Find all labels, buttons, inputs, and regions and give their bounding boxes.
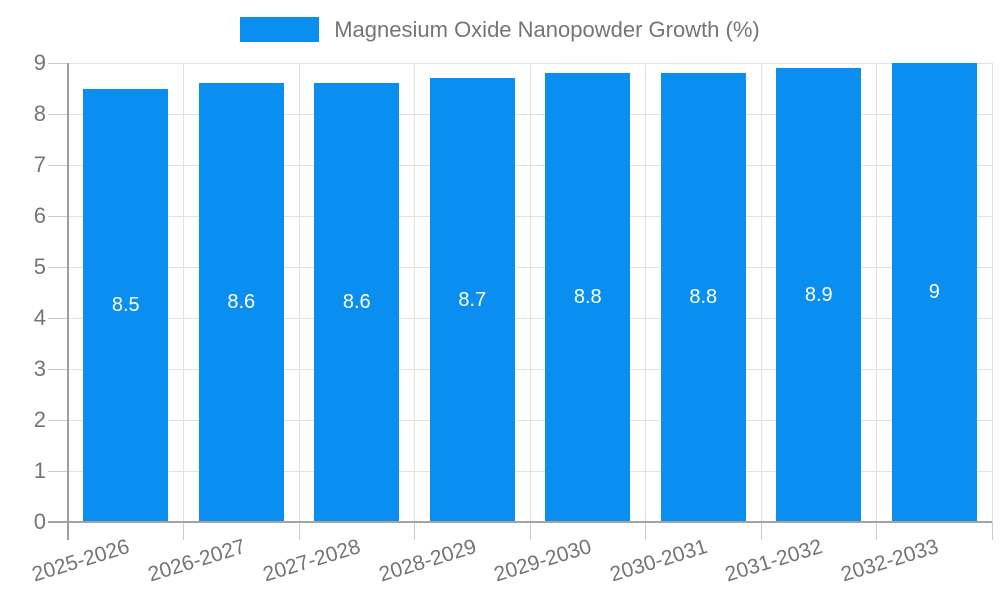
y-axis-tick [48,470,68,472]
bar: 8.7 [429,78,515,522]
bar: 8.5 [83,88,169,522]
bar-value-label: 8.7 [458,288,487,311]
y-tick-label: 9 [33,50,46,75]
y-axis-tick [48,266,68,268]
y-tick-label: 0 [33,509,46,534]
x-tick-label: 2031-2032 [722,535,826,587]
bar: 8.8 [545,73,631,522]
bar-value-label: 9 [928,281,940,303]
y-axis-tick [48,164,68,166]
bar-value-label: 8.8 [689,286,718,309]
x-tick-label: 2025-2026 [29,535,133,587]
y-tick-label: 2 [33,407,46,432]
x-axis-tick [760,522,762,540]
bar-value-label: 8.6 [227,291,256,314]
chart-legend: Magnesium Oxide Nanopowder Growth (%) [0,16,1000,43]
y-axis-tick [48,62,68,64]
y-tick-label: 8 [33,101,46,126]
bar: 8.8 [660,73,746,522]
y-axis-tick [48,113,68,115]
bar: 8.9 [776,68,862,522]
bar: 8.6 [198,83,284,522]
bar-value-label: 8.6 [342,291,371,314]
x-axis-tick [414,522,415,540]
x-axis-tick [991,522,993,540]
y-tick-label: 1 [33,458,46,483]
v-gridline [645,63,646,522]
x-tick-label: 2030-2031 [607,535,710,587]
y-axis-tick [48,419,68,421]
x-tick-label: 2026-2027 [145,535,248,587]
v-gridline [298,63,300,522]
x-axis-tick [529,522,531,540]
y-tick-label: 7 [33,152,46,177]
x-axis-tick [298,522,300,540]
y-tick-label: 5 [33,254,46,279]
v-gridline [876,63,877,522]
v-gridline [183,63,184,522]
y-axis-tick [48,368,68,370]
v-gridline [991,63,993,522]
legend-series-label: Magnesium Oxide Nanopowder Growth (%) [334,17,760,42]
v-gridline [760,63,762,522]
bar: 8.6 [314,83,400,522]
x-axis-line [48,521,992,523]
x-tick-label: 2027-2028 [260,535,364,587]
bar-value-label: 8.8 [573,286,602,309]
x-axis-tick [876,522,877,540]
v-gridline [414,63,415,522]
x-tick-label: 2032-2033 [838,535,941,587]
x-tick-label: 2029-2030 [491,535,595,587]
y-tick-label: 3 [33,356,46,381]
y-axis-tick [48,215,68,217]
v-gridline [529,63,531,522]
y-tick-label: 4 [33,305,46,330]
x-axis-tick [645,522,646,540]
bar-value-label: 8.9 [804,283,833,306]
bar: 9 [891,63,977,522]
x-axis-tick [183,522,184,540]
y-tick-label: 6 [33,203,46,228]
y-axis-line [67,63,69,540]
legend-color-swatch [240,17,320,42]
bar-value-label: 8.5 [111,293,140,316]
y-axis-tick [48,317,68,319]
x-tick-label: 2028-2029 [376,535,479,587]
